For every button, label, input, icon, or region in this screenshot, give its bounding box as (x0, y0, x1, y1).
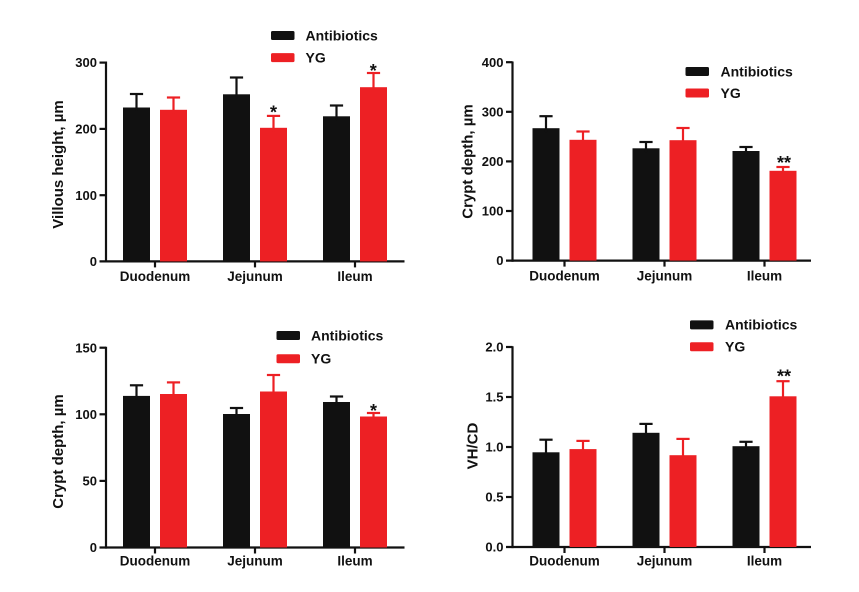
svg-text:100: 100 (482, 204, 504, 219)
svg-text:150: 150 (75, 340, 97, 355)
svg-text:Ileum: Ileum (747, 269, 782, 284)
svg-text:Jejunum: Jejunum (637, 269, 693, 284)
svg-text:Villous height, µm: Villous height, µm (50, 100, 67, 228)
svg-text:*: * (370, 61, 377, 81)
svg-text:Ileum: Ileum (337, 269, 372, 284)
svg-text:Ileum: Ileum (747, 554, 782, 569)
svg-text:*: * (270, 102, 277, 122)
svg-text:Antibiotics: Antibiotics (721, 63, 794, 79)
svg-text:300: 300 (482, 104, 504, 119)
svg-text:0: 0 (496, 253, 503, 268)
svg-text:Duodenum: Duodenum (529, 269, 600, 284)
svg-text:Ileum: Ileum (337, 554, 372, 569)
svg-text:0.0: 0.0 (485, 540, 503, 555)
svg-text:2.0: 2.0 (485, 340, 503, 355)
svg-text:YG: YG (306, 49, 326, 65)
svg-text:0.5: 0.5 (485, 490, 503, 505)
svg-text:Antibiotics: Antibiotics (725, 317, 798, 333)
svg-text:Duodenum: Duodenum (120, 554, 191, 569)
svg-text:300: 300 (75, 55, 97, 70)
svg-text:YG: YG (721, 85, 741, 101)
svg-text:**: ** (777, 153, 791, 173)
svg-text:50: 50 (83, 474, 97, 489)
svg-text:Crypt depth, µm: Crypt depth, µm (50, 394, 67, 508)
svg-text:YG: YG (311, 351, 331, 367)
svg-text:200: 200 (75, 122, 97, 137)
svg-text:VH/CD: VH/CD (465, 422, 482, 469)
svg-text:Antibiotics: Antibiotics (306, 27, 379, 43)
svg-text:*: * (370, 401, 377, 421)
svg-text:200: 200 (482, 154, 504, 169)
svg-text:1.5: 1.5 (485, 390, 503, 405)
svg-text:Jejunum: Jejunum (637, 554, 693, 569)
svg-text:100: 100 (75, 407, 97, 422)
svg-text:0: 0 (90, 254, 97, 269)
svg-text:100: 100 (75, 188, 97, 203)
svg-text:Jejunum: Jejunum (227, 554, 283, 569)
svg-text:Crypt depth, µm: Crypt depth, µm (460, 104, 477, 218)
svg-text:**: ** (777, 366, 791, 386)
svg-text:1.0: 1.0 (485, 440, 503, 455)
svg-text:0: 0 (90, 540, 97, 555)
svg-text:Duodenum: Duodenum (120, 269, 191, 284)
svg-text:400: 400 (482, 55, 504, 70)
svg-text:Jejunum: Jejunum (227, 269, 283, 284)
svg-text:YG: YG (725, 339, 745, 355)
svg-text:Antibiotics: Antibiotics (311, 327, 384, 343)
svg-text:Duodenum: Duodenum (529, 554, 600, 569)
